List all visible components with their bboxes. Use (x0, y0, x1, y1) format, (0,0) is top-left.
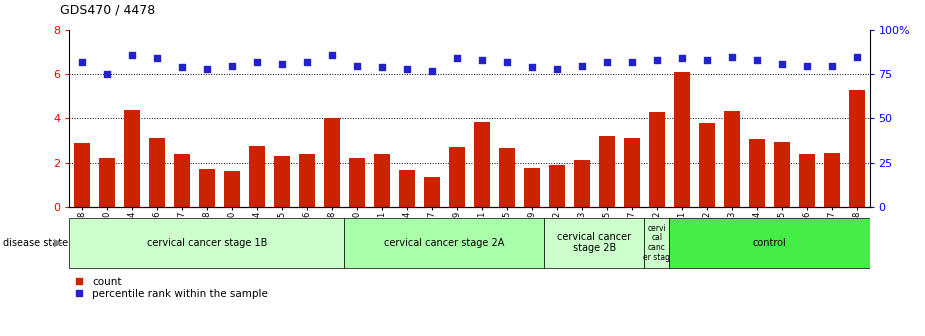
FancyBboxPatch shape (545, 218, 645, 268)
Point (450, 56, 464, 61)
Bar (749, 139, 765, 207)
Point (574, 63, 589, 68)
Legend: count, percentile rank within the sample: count, percentile rank within the sample (69, 272, 272, 303)
Point (125, 52, 140, 58)
Point (75, 59, 90, 65)
Bar (199, 169, 215, 207)
Point (524, 65, 539, 70)
Bar (699, 123, 715, 207)
Text: control: control (753, 238, 786, 248)
Text: cervi
cal
canc
er stag: cervi cal canc er stag (644, 224, 671, 262)
Text: cervical cancer stage 2A: cervical cancer stage 2A (384, 238, 505, 248)
Point (350, 63, 364, 68)
Bar (399, 170, 415, 207)
Point (325, 52, 339, 58)
Bar (724, 111, 740, 207)
Bar (274, 156, 290, 207)
Text: GDS470 / 4478: GDS470 / 4478 (60, 4, 155, 17)
Bar (549, 165, 565, 207)
Text: disease state: disease state (3, 238, 68, 248)
Point (774, 61, 789, 67)
Bar (124, 110, 140, 207)
Point (699, 57, 714, 63)
Bar (74, 143, 90, 207)
Bar (824, 153, 840, 207)
Bar (648, 112, 665, 207)
Bar (673, 72, 690, 207)
Bar (149, 138, 165, 207)
Point (100, 72, 115, 77)
Text: cervical cancer
stage 2B: cervical cancer stage 2B (558, 233, 632, 253)
Point (200, 67, 215, 72)
FancyBboxPatch shape (344, 218, 545, 268)
Bar (623, 138, 640, 207)
Bar (524, 168, 540, 207)
Bar (574, 160, 590, 207)
Point (250, 59, 265, 65)
Point (749, 57, 764, 63)
FancyBboxPatch shape (670, 218, 869, 268)
Bar (224, 171, 240, 207)
Point (150, 56, 165, 61)
Bar (249, 146, 265, 207)
Point (849, 54, 864, 59)
Point (375, 65, 389, 70)
Point (824, 63, 839, 68)
Point (724, 54, 739, 59)
Text: ▶: ▶ (54, 238, 63, 248)
Bar (598, 136, 615, 207)
Bar (374, 154, 390, 207)
Point (225, 63, 240, 68)
Bar (349, 158, 365, 207)
Point (599, 59, 614, 65)
Bar (424, 177, 440, 207)
Bar (774, 141, 790, 207)
Bar (799, 154, 815, 207)
Point (300, 59, 314, 65)
Point (549, 67, 564, 72)
Point (275, 61, 290, 67)
Point (799, 63, 814, 68)
Bar (174, 154, 190, 207)
Bar (499, 148, 515, 207)
Bar (449, 147, 465, 207)
Bar (474, 122, 490, 207)
Bar (99, 158, 115, 207)
Point (500, 59, 514, 65)
Point (175, 65, 190, 70)
Point (624, 59, 639, 65)
Bar (849, 90, 865, 207)
Text: cervical cancer stage 1B: cervical cancer stage 1B (147, 238, 267, 248)
Bar (299, 154, 315, 207)
Point (674, 56, 689, 61)
FancyBboxPatch shape (69, 218, 344, 268)
Bar (324, 119, 340, 207)
Point (475, 57, 489, 63)
Point (400, 67, 414, 72)
Point (649, 57, 664, 63)
Point (425, 68, 439, 74)
FancyBboxPatch shape (645, 218, 670, 268)
